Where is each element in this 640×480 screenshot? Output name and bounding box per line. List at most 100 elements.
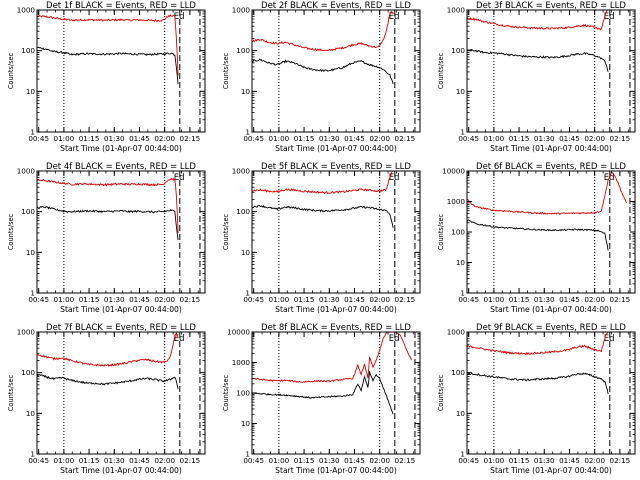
x-tick-label: 01:30 <box>534 456 555 465</box>
x-tick-label: 01:00 <box>269 456 290 465</box>
y-tick-label: 1 <box>30 450 35 459</box>
x-tick-label: 02:15 <box>610 295 631 304</box>
series-line-events <box>37 205 179 241</box>
x-tick-label: 02:15 <box>395 456 416 465</box>
x-tick-label: 01:00 <box>484 295 505 304</box>
series-line-events <box>37 373 179 389</box>
y-tick-label: 1000 <box>17 6 36 15</box>
y-tick-label: 100 <box>451 228 465 237</box>
x-tick-label: 01:45 <box>129 295 150 304</box>
x-tick-label: 01:45 <box>129 134 150 143</box>
series-line-lld <box>252 171 394 194</box>
chart-panel-9: Det 9f BLACK = Events, RED = LLD Counts/s… <box>437 323 636 475</box>
y-tick-label: 100 <box>451 368 465 377</box>
event-marker-label: Ed <box>174 12 185 22</box>
y-tick-label: 100 <box>21 46 35 55</box>
event-marker-label: Ed <box>389 173 400 183</box>
x-tick-label: 01:00 <box>54 295 75 304</box>
y-tick-label: 100 <box>236 207 250 216</box>
chart-title: Det 2f BLACK = Events, RED = LLD <box>261 1 411 11</box>
series-line-lld <box>37 177 179 233</box>
x-axis-label: Start Time (01-Apr-07 00:44:00) <box>60 305 182 314</box>
y-tick-label: 100 <box>236 46 250 55</box>
chart-panel-6: Det 6f BLACK = Events, RED = LLD Counts/s… <box>437 162 636 314</box>
x-tick-label: 02:00 <box>584 134 605 143</box>
plot-frame <box>36 331 206 455</box>
x-tick-label: 01:45 <box>129 456 150 465</box>
x-tick-label: 01:15 <box>294 295 315 304</box>
event-marker-label: Ed <box>604 334 615 344</box>
series-group <box>252 332 413 415</box>
chart-panel-7: Det 7f BLACK = Events, RED = LLD Counts/s… <box>7 323 206 475</box>
y-tick-label: 1000 <box>447 197 466 206</box>
y-tick-label: 1 <box>460 128 465 137</box>
series-line-lld <box>252 11 394 52</box>
x-tick-label: 02:15 <box>395 295 416 304</box>
x-tick-label: 01:15 <box>294 134 315 143</box>
plot-frame <box>466 331 636 455</box>
x-tick-label: 01:00 <box>54 456 75 465</box>
y-tick-label: 10 <box>241 87 251 96</box>
chart-title: Det 8f BLACK = Events, RED = LLD <box>261 323 411 333</box>
y-tick-label: 1 <box>245 128 250 137</box>
x-tick-label: 01:30 <box>104 456 125 465</box>
series-line-events <box>37 46 179 85</box>
event-marker-label: Ed <box>389 334 400 344</box>
x-axis-label: Start Time (01-Apr-07 00:44:00) <box>490 305 612 314</box>
x-tick-label: 00:45 <box>28 295 49 304</box>
series-group <box>467 332 609 394</box>
y-tick-label: 1000 <box>447 6 466 15</box>
x-tick-label: 01:45 <box>344 134 365 143</box>
series-group <box>467 171 628 251</box>
series-group <box>252 171 394 228</box>
x-tick-label: 01:00 <box>484 456 505 465</box>
chart-panel-2: Det 2f BLACK = Events, RED = LLD Counts/s… <box>222 1 421 153</box>
x-axis-label: Start Time (01-Apr-07 00:44:00) <box>275 305 397 314</box>
x-axis-label: Start Time (01-Apr-07 00:44:00) <box>275 466 397 475</box>
y-tick-label: 10 <box>241 419 251 428</box>
y-axis-label: Counts/sec <box>437 52 445 89</box>
chart-title: Det 4f BLACK = Events, RED = LLD <box>46 162 196 172</box>
series-line-lld <box>467 10 609 31</box>
series-line-lld <box>37 14 179 76</box>
x-tick-label: 02:00 <box>369 295 390 304</box>
plot-frame <box>36 9 206 133</box>
x-tick-label: 02:00 <box>369 134 390 143</box>
x-tick-label: 02:15 <box>180 295 201 304</box>
y-tick-label: 100 <box>21 207 35 216</box>
y-tick-label: 10 <box>456 87 466 96</box>
y-axis-label: Counts/sec <box>437 213 445 250</box>
y-tick-label: 10 <box>456 258 466 267</box>
chart-title: Det 5f BLACK = Events, RED = LLD <box>261 162 411 172</box>
x-tick-label: 01:15 <box>79 456 100 465</box>
x-tick-label: 00:45 <box>458 134 479 143</box>
y-tick-label: 1000 <box>17 328 36 337</box>
y-tick-label: 100 <box>451 46 465 55</box>
plot-frame <box>466 9 636 133</box>
x-tick-label: 02:15 <box>180 456 201 465</box>
x-tick-label: 00:45 <box>243 295 264 304</box>
y-tick-label: 1 <box>460 450 465 459</box>
x-tick-label: 00:45 <box>28 134 49 143</box>
y-tick-label: 1000 <box>17 167 36 176</box>
series-line-events <box>252 204 394 228</box>
y-axis-label: Counts/sec <box>7 374 15 411</box>
x-axis-label: Start Time (01-Apr-07 00:44:00) <box>60 466 182 475</box>
series-group <box>37 332 179 389</box>
chart-title: Det 6f BLACK = Events, RED = LLD <box>476 162 626 172</box>
x-tick-label: 01:45 <box>344 456 365 465</box>
y-axis-label: Counts/sec <box>222 213 230 250</box>
x-tick-label: 02:00 <box>369 456 390 465</box>
x-tick-label: 01:00 <box>54 134 75 143</box>
x-axis-label: Start Time (01-Apr-07 00:44:00) <box>60 144 182 153</box>
y-tick-label: 10 <box>26 87 36 96</box>
y-tick-label: 10 <box>456 409 466 418</box>
x-tick-label: 01:30 <box>104 295 125 304</box>
x-tick-label: 01:45 <box>559 134 580 143</box>
chart-panel-1: Det 1f BLACK = Events, RED = LLD Counts/s… <box>7 1 206 153</box>
x-tick-label: 01:15 <box>509 456 530 465</box>
x-tick-label: 02:15 <box>180 134 201 143</box>
plot-frame <box>36 170 206 294</box>
